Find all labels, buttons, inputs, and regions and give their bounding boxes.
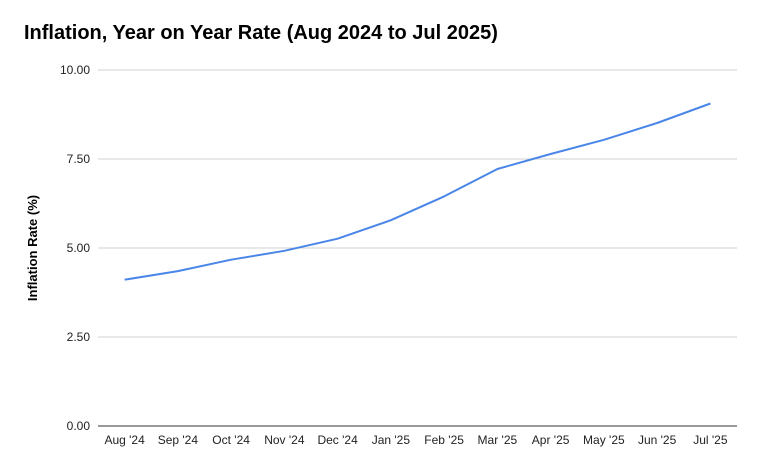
y-tick-label: 2.50 bbox=[67, 330, 91, 344]
gridlines bbox=[98, 69, 737, 427]
series-line bbox=[124, 102, 711, 281]
y-tick-label: 10.00 bbox=[60, 63, 90, 77]
x-tick-label: Nov '24 bbox=[264, 433, 305, 447]
data-point bbox=[282, 248, 287, 253]
x-tick-label: Sep '24 bbox=[158, 433, 199, 447]
series-layer bbox=[122, 101, 713, 282]
data-point bbox=[122, 277, 127, 282]
y-axis-title: Inflation Rate (%) bbox=[25, 195, 40, 301]
x-tick-label: Mar '25 bbox=[478, 433, 518, 447]
data-point bbox=[495, 166, 500, 171]
x-tick-label: Oct '24 bbox=[212, 433, 250, 447]
data-point bbox=[708, 101, 713, 106]
y-tick-label: 0.00 bbox=[67, 419, 91, 433]
x-tick-label: Jun '25 bbox=[638, 433, 677, 447]
chart-title: Inflation, Year on Year Rate (Aug 2024 t… bbox=[24, 22, 498, 44]
x-tick-label: Dec '24 bbox=[317, 433, 358, 447]
data-point bbox=[175, 269, 180, 274]
data-point bbox=[442, 194, 447, 199]
x-tick-label: Feb '25 bbox=[424, 433, 464, 447]
x-tick-label: Jul '25 bbox=[693, 433, 728, 447]
data-point bbox=[655, 121, 660, 126]
data-point bbox=[601, 137, 606, 142]
data-point bbox=[548, 152, 553, 157]
data-point bbox=[388, 218, 393, 223]
x-tick-label: May '25 bbox=[583, 433, 625, 447]
x-tick-label: Aug '24 bbox=[104, 433, 145, 447]
x-tick-label: Apr '25 bbox=[532, 433, 570, 447]
x-axis-tick-labels: Aug '24 Sep '24 Oct '24 Nov '24 Dec '24 Jan '… bbox=[104, 433, 727, 447]
data-point bbox=[335, 236, 340, 241]
x-tick-label: Jan '25 bbox=[372, 433, 411, 447]
y-axis-tick-labels: 0.00 2.50 5.00 7.50 10.00 bbox=[60, 63, 90, 433]
data-point bbox=[229, 257, 234, 262]
y-tick-label: 5.00 bbox=[67, 241, 91, 255]
y-tick-label: 7.50 bbox=[67, 152, 91, 166]
